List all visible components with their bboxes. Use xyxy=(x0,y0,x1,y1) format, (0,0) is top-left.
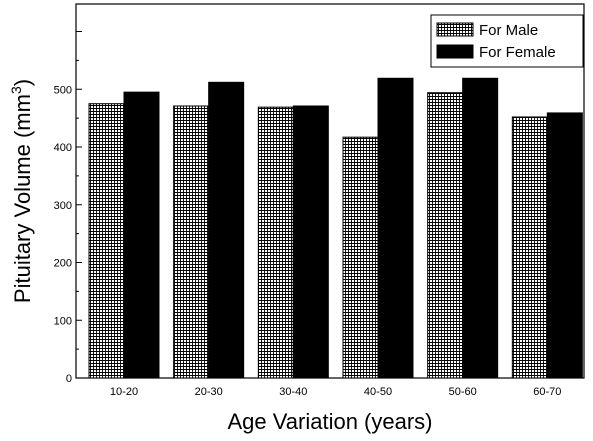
y-tick-label: 0 xyxy=(66,373,72,385)
x-tick-label: 50-60 xyxy=(449,386,477,398)
bar-male-40-50 xyxy=(342,136,379,379)
x-tick-label: 20-30 xyxy=(195,386,223,398)
y-tick-label: 300 xyxy=(54,200,72,212)
bar-female-20-30 xyxy=(208,81,245,379)
bar-male-10-20 xyxy=(88,103,125,379)
y-axis-title-suffix: ) xyxy=(10,79,35,86)
x-tick-label: 10-20 xyxy=(110,386,138,398)
x-axis-title: Age Variation (years) xyxy=(227,409,432,434)
x-tick-label: 60-70 xyxy=(533,386,561,398)
bar-male-30-40 xyxy=(257,106,294,379)
bar-female-10-20 xyxy=(123,91,160,379)
bar-female-50-60 xyxy=(462,77,499,379)
bars-group xyxy=(88,77,583,379)
x-tick-label: 30-40 xyxy=(279,386,307,398)
legend-swatch-female xyxy=(436,44,474,59)
legend-label-female: For Female xyxy=(479,44,556,61)
plot-frame xyxy=(75,3,585,379)
legend-swatch-male xyxy=(436,22,474,37)
bar-male-20-30 xyxy=(173,105,210,379)
legend: For Male For Female xyxy=(430,14,584,68)
y-tick-label: 500 xyxy=(54,84,72,96)
legend-label-male: For Male xyxy=(479,22,538,39)
x-axis-ticks: 10-20 20-30 30-40 40-50 50-60 60-70 xyxy=(110,373,561,398)
y-axis-title-main: Pituitary Volume (mm xyxy=(10,94,35,303)
bar-male-60-70 xyxy=(511,116,548,379)
y-axis-title: Pituitary Volume (mm3) xyxy=(8,79,35,303)
bar-male-50-60 xyxy=(427,92,464,379)
x-tick-label: 40-50 xyxy=(364,386,392,398)
y-axis-title-superscript: 3 xyxy=(8,86,24,94)
bar-female-40-50 xyxy=(377,77,414,379)
bar-female-60-70 xyxy=(546,112,583,379)
y-tick-label: 400 xyxy=(54,142,72,154)
y-tick-label: 100 xyxy=(54,315,72,327)
y-tick-label: 200 xyxy=(54,258,72,270)
y-axis-ticks: 0 100 200 300 400 500 xyxy=(54,31,82,385)
plot-area: 0 100 200 300 400 500 10-20 20-30 30-40 40-50 50-… xyxy=(54,3,585,398)
bar-female-30-40 xyxy=(292,105,329,379)
